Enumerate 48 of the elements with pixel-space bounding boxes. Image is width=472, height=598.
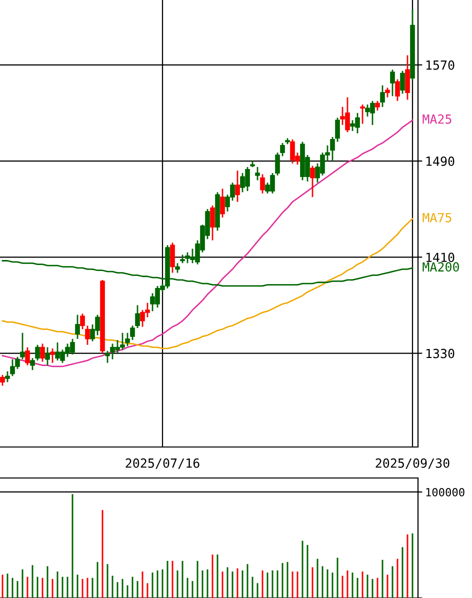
candlestick (395, 78, 400, 102)
candlestick (380, 84, 385, 108)
candlestick (375, 100, 380, 112)
x-tick-label: 2025/09/30 (376, 458, 450, 469)
candlestick (105, 350, 110, 364)
y-tick-label: 1330 (426, 348, 454, 358)
candlestick (235, 170, 240, 203)
candlestick (280, 142, 285, 157)
candlestick (125, 332, 130, 347)
y-tick-label: 100000 (426, 488, 464, 496)
candlestick (20, 332, 25, 360)
candlestick (85, 324, 90, 346)
candlestick (260, 174, 265, 194)
candlestick (40, 342, 45, 362)
candlestick (5, 370, 10, 383)
candlestick (50, 348, 55, 364)
candlestick (130, 324, 135, 341)
candlestick (385, 87, 390, 98)
y-tick-label: 1570 (426, 60, 454, 70)
series-label: MA75 (422, 213, 452, 222)
candlestick (310, 165, 315, 198)
y-tick-label: 1490 (426, 156, 454, 166)
candlestick (400, 70, 405, 94)
line-series (2, 218, 414, 350)
candlestick (210, 204, 215, 242)
candlestick (275, 152, 280, 176)
candlestick (75, 314, 80, 340)
candlestick (30, 357, 35, 371)
line-series (2, 119, 414, 368)
y-tick-label: 1410 (426, 252, 454, 262)
candlestick (405, 54, 410, 100)
candlestick (175, 262, 180, 274)
candlestick (335, 117, 340, 142)
series-label: MA200 (422, 262, 459, 272)
candlestick (25, 346, 30, 366)
candlestick (220, 188, 225, 218)
candlestick (390, 69, 395, 97)
candlestick (360, 104, 365, 124)
candlestick (45, 346, 50, 366)
series-label: MA25 (422, 114, 452, 124)
candlestick (255, 166, 260, 181)
candlestick (330, 136, 335, 162)
candlestick (80, 312, 85, 330)
candlestick (35, 344, 40, 362)
x-tick-label: 2025/07/16 (126, 458, 200, 469)
candlestick (170, 242, 175, 274)
candlestick (135, 304, 140, 329)
candlestick (0, 374, 5, 386)
